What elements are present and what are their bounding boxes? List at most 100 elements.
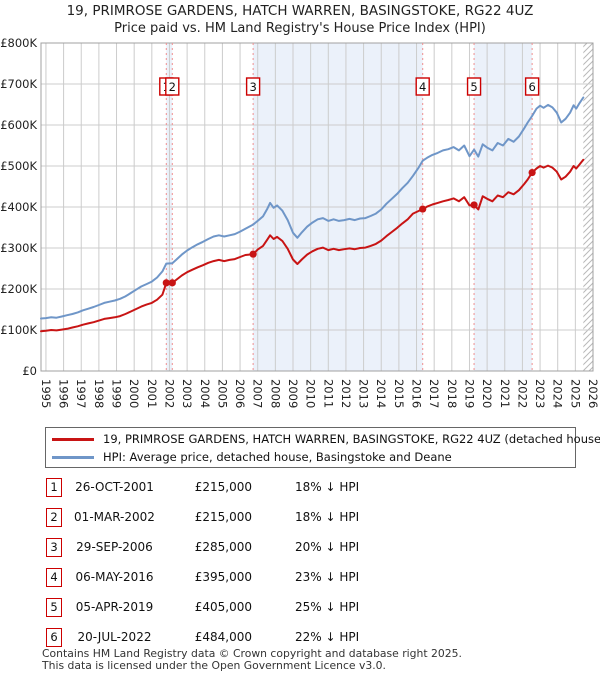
legend-label: HPI: Average price, detached house, Basi… xyxy=(103,450,452,464)
sale-number-badge xyxy=(245,77,261,96)
x-axis-label: 2013 xyxy=(357,379,371,408)
y-axis-label: £400K xyxy=(0,200,37,214)
y-axis-label: £600K xyxy=(0,118,37,132)
sale-hpi-diff: 23% ↓ HPI xyxy=(295,570,360,584)
x-axis-label: 2012 xyxy=(339,379,353,408)
footer-line-1: Contains HM Land Registry data © Crown c… xyxy=(42,647,462,660)
y-axis-label: £0 xyxy=(22,364,37,378)
x-axis-label: 2017 xyxy=(427,379,441,408)
sale-hpi-diff: 20% ↓ HPI xyxy=(295,540,360,554)
sale-point xyxy=(168,279,176,287)
x-axis-label: 2015 xyxy=(392,379,406,408)
sale-date: 29-SEP-2006 xyxy=(76,540,153,554)
sale-number-badge xyxy=(524,77,540,96)
sale-price: £484,000 xyxy=(194,630,252,644)
price-chart: 123456£0£100K£200K£300K£400K£500K£600K£7… xyxy=(0,36,600,408)
sale-number-label: 2 xyxy=(169,80,176,94)
sale-number-badge: 6 xyxy=(46,627,62,647)
page-subtitle: Price paid vs. HM Land Registry's House … xyxy=(114,21,486,36)
sale-hpi-diff: 18% ↓ HPI xyxy=(295,510,360,524)
sale-price: £395,000 xyxy=(194,570,252,584)
y-axis-label: £300K xyxy=(0,241,37,255)
legend-item: 19, PRIMROSE GARDENS, HATCH WARREN, BASI… xyxy=(52,430,600,448)
y-axis-label: £100K xyxy=(0,323,37,337)
sale-row: 2 01-MAR-2002 £215,000 18% ↓ HPI xyxy=(42,502,582,532)
y-axis-label: £500K xyxy=(0,159,37,173)
x-axis-label: 2014 xyxy=(374,379,388,408)
x-axis-label: 1997 xyxy=(74,379,88,408)
sale-point xyxy=(249,250,257,258)
x-axis-label: 2025 xyxy=(568,379,582,408)
x-axis-label: 2020 xyxy=(480,379,494,408)
sale-hpi-diff: 25% ↓ HPI xyxy=(295,600,360,614)
x-axis-label: 2019 xyxy=(462,379,476,408)
sale-number-badge: 4 xyxy=(46,567,62,587)
sale-row: 1 26-OCT-2001 £215,000 18% ↓ HPI xyxy=(42,472,582,502)
sale-number-badge: 2 xyxy=(46,507,62,527)
sale-row: 6 20-JUL-2022 £484,000 22% ↓ HPI xyxy=(42,622,582,652)
x-axis-label: 2011 xyxy=(321,379,335,408)
plot-border xyxy=(40,42,594,372)
sale-date: 20-JUL-2022 xyxy=(77,630,152,644)
sale-hpi-diff: 22% ↓ HPI xyxy=(295,630,360,644)
sales-table: 1 26-OCT-2001 £215,000 18% ↓ HPI 2 01-MAR-200… xyxy=(42,472,582,652)
x-axis-label: 2008 xyxy=(268,379,282,408)
x-axis-label: 2009 xyxy=(286,379,300,408)
y-axis-label: £200K xyxy=(0,282,37,296)
sale-number-badge: 3 xyxy=(46,537,62,557)
sale-date: 06-MAY-2016 xyxy=(75,570,154,584)
price-paid-line xyxy=(40,158,585,333)
hpi-line xyxy=(40,96,585,320)
footer-line-2: This data is licensed under the Open Gov… xyxy=(42,658,386,672)
sale-number-label: 6 xyxy=(528,80,535,94)
x-axis-label: 2007 xyxy=(251,379,265,408)
legend-label: 19, PRIMROSE GARDENS, HATCH WARREN, BASI… xyxy=(103,432,600,446)
sale-row: 5 05-APR-2019 £405,000 25% ↓ HPI xyxy=(42,592,582,622)
sale-number-badge xyxy=(165,77,180,96)
x-axis-label: 2024 xyxy=(551,379,565,408)
sale-price: £215,000 xyxy=(194,480,252,494)
sale-row: 3 29-SEP-2006 £285,000 20% ↓ HPI xyxy=(42,532,582,562)
x-axis-label: 2003 xyxy=(180,379,194,408)
sale-point xyxy=(419,205,427,213)
legend-line-swatch-hpi xyxy=(52,455,94,459)
copyright-footer: Contains HM Land Registry data © Crown c… xyxy=(42,648,462,671)
sale-number-label: 4 xyxy=(419,80,426,94)
x-axis-label: 2001 xyxy=(145,379,159,408)
x-axis-label: 2026 xyxy=(586,379,600,408)
sale-price: £215,000 xyxy=(194,510,252,524)
sale-date: 05-APR-2019 xyxy=(75,600,154,614)
x-axis-label: 2002 xyxy=(162,379,176,408)
legend-item: HPI: Average price, detached house, Basi… xyxy=(52,448,575,466)
sale-number-label: 3 xyxy=(249,80,256,94)
sale-number-badge xyxy=(466,77,482,96)
x-axis-label: 2006 xyxy=(233,379,247,408)
x-axis-label: 2018 xyxy=(445,379,459,408)
x-axis-label: 1999 xyxy=(110,379,124,408)
chart-legend: 19, PRIMROSE GARDENS, HATCH WARREN, BASI… xyxy=(45,427,600,468)
page-title: 19, PRIMROSE GARDENS, HATCH WARREN, BASI… xyxy=(66,3,534,19)
x-axis-label: 2010 xyxy=(304,379,318,408)
x-axis-label: 2016 xyxy=(410,379,424,408)
x-axis-label: 1995 xyxy=(39,379,53,408)
sale-number-badge: 1 xyxy=(46,477,62,497)
x-axis-label: 2000 xyxy=(127,379,141,408)
x-axis-label: 1996 xyxy=(57,379,71,408)
sale-point xyxy=(470,201,478,209)
sale-number-badge xyxy=(415,77,430,96)
sale-point xyxy=(162,279,170,287)
x-axis-label: 2005 xyxy=(215,379,229,408)
x-axis-label: 2022 xyxy=(515,379,529,408)
x-axis-label: 2021 xyxy=(498,379,512,408)
sale-point xyxy=(528,168,536,177)
sale-hpi-diff: 18% ↓ HPI xyxy=(295,480,360,494)
legend-line-swatch-property xyxy=(52,437,94,441)
sale-number-label: 5 xyxy=(470,80,477,94)
sale-number-badge: 5 xyxy=(46,597,62,617)
sale-price: £285,000 xyxy=(194,540,252,554)
sale-row: 4 06-MAY-2016 £395,000 23% ↓ HPI xyxy=(42,562,582,592)
y-axis-label: £800K xyxy=(0,36,37,50)
x-axis-label: 1998 xyxy=(92,379,106,408)
x-axis-label: 2004 xyxy=(198,379,212,408)
